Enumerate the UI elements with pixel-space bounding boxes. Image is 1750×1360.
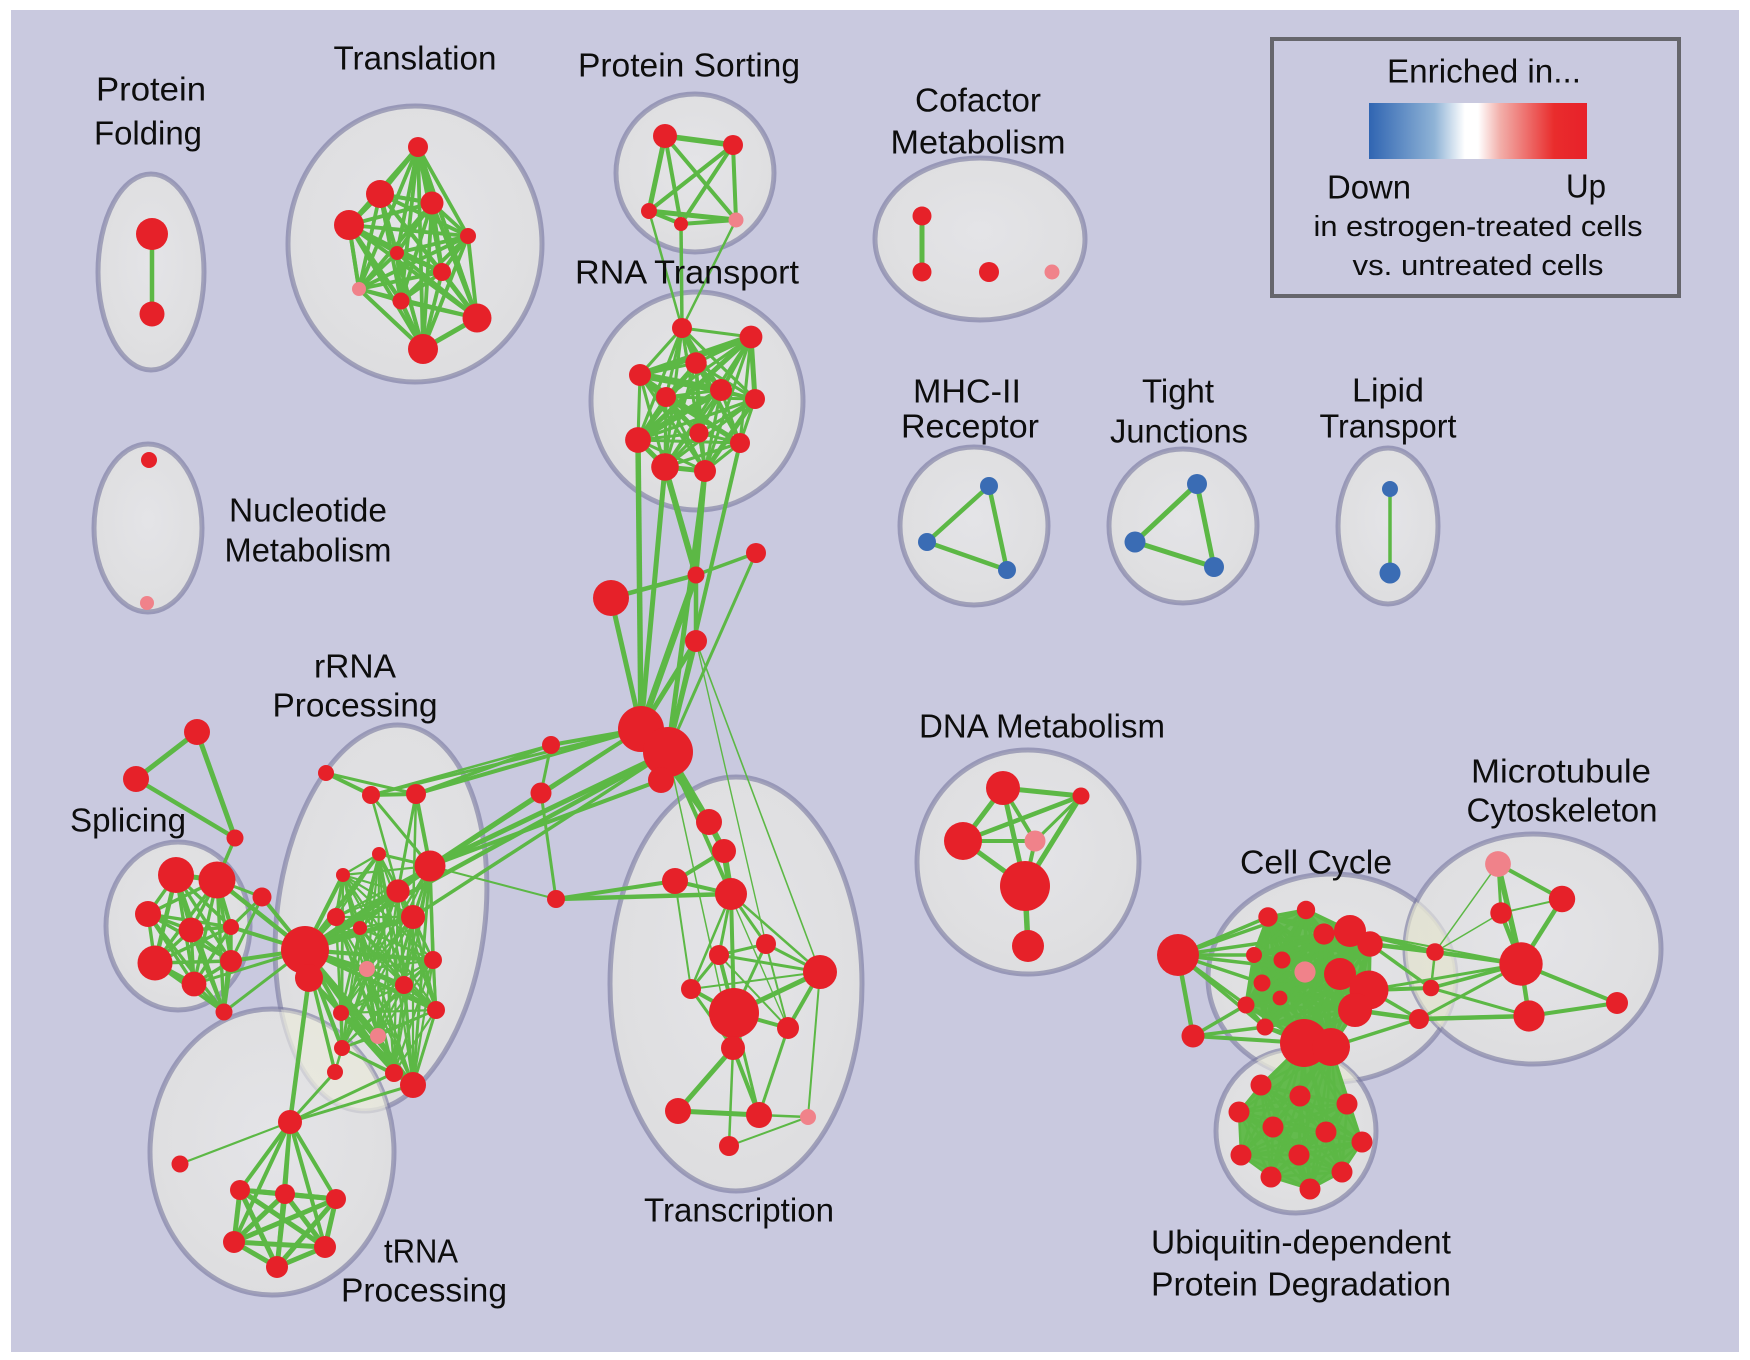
svg-text:in estrogen-treated cells: in estrogen-treated cells <box>1314 211 1643 243</box>
svg-text:Microtubule: Microtubule <box>1471 753 1651 790</box>
svg-text:Metabolism: Metabolism <box>891 124 1066 161</box>
svg-text:Up: Up <box>1566 168 1606 205</box>
svg-text:RNA Transport: RNA Transport <box>575 254 799 291</box>
svg-text:Processing: Processing <box>341 1272 507 1309</box>
svg-text:Enriched in...: Enriched in... <box>1387 53 1581 90</box>
svg-text:Protein Degradation: Protein Degradation <box>1151 1266 1451 1303</box>
svg-text:Folding: Folding <box>94 115 202 152</box>
svg-text:Translation: Translation <box>334 40 497 77</box>
svg-text:Cytoskeleton: Cytoskeleton <box>1467 792 1658 829</box>
svg-text:rRNA: rRNA <box>314 648 396 685</box>
svg-text:Nucleotide: Nucleotide <box>229 492 387 529</box>
svg-text:Processing: Processing <box>273 687 438 724</box>
svg-text:Protein Sorting: Protein Sorting <box>578 47 800 84</box>
svg-text:Cell Cycle: Cell Cycle <box>1240 844 1392 881</box>
svg-text:Tight: Tight <box>1142 373 1214 410</box>
svg-text:Transport: Transport <box>1320 408 1457 445</box>
svg-text:vs. untreated cells: vs. untreated cells <box>1353 250 1604 282</box>
svg-text:Lipid: Lipid <box>1352 372 1424 409</box>
svg-text:tRNA: tRNA <box>384 1233 458 1270</box>
svg-text:Metabolism: Metabolism <box>225 532 392 569</box>
svg-text:Junctions: Junctions <box>1110 413 1248 450</box>
svg-text:Ubiquitin-dependent: Ubiquitin-dependent <box>1151 1224 1451 1261</box>
svg-text:Transcription: Transcription <box>644 1192 834 1229</box>
svg-text:Receptor: Receptor <box>901 408 1039 445</box>
svg-text:Cofactor: Cofactor <box>915 82 1041 119</box>
svg-text:DNA Metabolism: DNA Metabolism <box>919 708 1165 745</box>
svg-text:Protein: Protein <box>96 71 206 108</box>
svg-text:MHC-II: MHC-II <box>913 373 1021 410</box>
svg-text:Splicing: Splicing <box>70 802 186 839</box>
svg-text:Down: Down <box>1327 169 1411 206</box>
